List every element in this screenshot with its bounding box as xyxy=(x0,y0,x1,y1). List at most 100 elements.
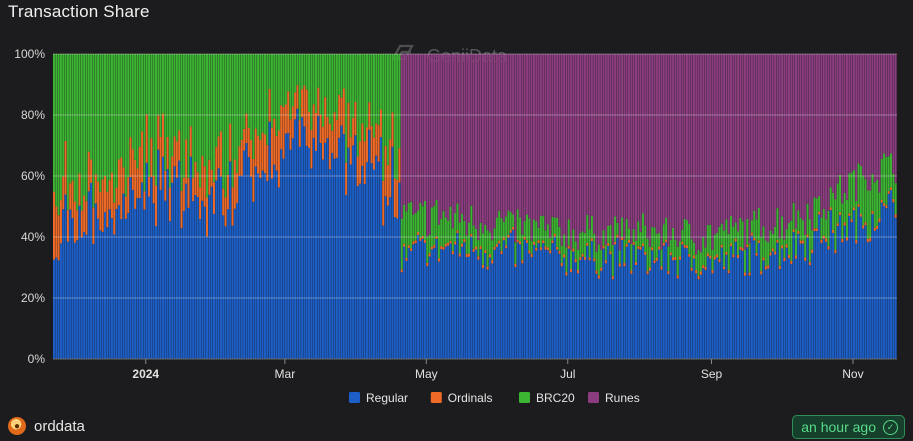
bar-ordinals-317 xyxy=(788,255,790,259)
bar-regular-363 xyxy=(894,217,897,359)
bar-regular-77 xyxy=(231,225,234,359)
bar-regular-321 xyxy=(797,233,800,359)
bar-ordinals-363 xyxy=(894,214,897,218)
bar-ordinals-248 xyxy=(628,239,630,243)
legend-item-brc20[interactable]: BRC20 xyxy=(519,391,575,405)
bar-runes-321 xyxy=(797,54,800,211)
bar-regular-299 xyxy=(746,247,749,359)
bar-regular-286 xyxy=(716,257,719,359)
bar-brc20-286 xyxy=(716,232,719,255)
bar-brc20-236 xyxy=(600,249,603,268)
bar-brc20-141 xyxy=(379,54,382,110)
last-updated-badge[interactable]: an hour ago ✓ xyxy=(792,415,905,439)
bar-ordinals-88 xyxy=(257,135,260,174)
bar-regular-107 xyxy=(301,117,304,359)
bar-brc20-52 xyxy=(173,54,176,137)
bar-runes-306 xyxy=(762,54,765,227)
bar-runes-292 xyxy=(730,54,733,216)
bar-ordinals-84 xyxy=(247,127,250,158)
bar-runes-214 xyxy=(549,54,552,239)
bar-regular-45 xyxy=(157,149,160,359)
bar-ordinals-195 xyxy=(505,245,508,249)
bar-ordinals-60 xyxy=(192,178,195,202)
bar-brc20-276 xyxy=(692,242,695,256)
bar-ordinals-231 xyxy=(588,257,591,261)
bar-brc20-197 xyxy=(509,212,512,230)
bar-ordinals-7 xyxy=(69,183,72,210)
bar-ordinals-67 xyxy=(208,159,211,195)
bar-ordinals-260 xyxy=(655,257,658,261)
bar-ordinals-150 xyxy=(400,269,403,273)
bar-brc20-27 xyxy=(115,54,118,188)
x-tick-label: May xyxy=(415,367,438,381)
bar-ordinals-121 xyxy=(333,112,336,159)
bar-ordinals-273 xyxy=(686,245,688,249)
bar-regular-26 xyxy=(113,234,116,359)
bar-runes-204 xyxy=(526,54,528,215)
bar-regular-208 xyxy=(535,250,538,359)
bar-brc20-268 xyxy=(674,239,677,257)
bar-ordinals-325 xyxy=(806,234,809,238)
bar-brc20-259 xyxy=(653,227,656,261)
bar-regular-268 xyxy=(674,260,677,359)
bar-brc20-22 xyxy=(104,54,106,177)
bar-brc20-128 xyxy=(349,54,352,138)
bar-regular-79 xyxy=(236,203,239,359)
bar-regular-222 xyxy=(567,248,570,359)
legend-label-runes: Runes xyxy=(605,391,640,405)
bar-brc20-55 xyxy=(180,54,183,191)
bar-ordinals-56 xyxy=(182,177,185,211)
bar-ordinals-138 xyxy=(372,137,375,170)
legend-label-ordinals: Ordinals xyxy=(448,391,493,405)
bar-brc20-182 xyxy=(475,228,477,247)
bar-regular-252 xyxy=(637,248,640,359)
bar-ordinals-79 xyxy=(236,173,239,204)
bar-brc20-175 xyxy=(458,222,461,254)
bar-runes-258 xyxy=(651,54,654,228)
bar-regular-328 xyxy=(813,231,816,359)
legend-item-runes[interactable]: Runes xyxy=(588,391,640,405)
bar-brc20-148 xyxy=(396,54,399,180)
bar-runes-340 xyxy=(841,54,844,204)
bar-brc20-258 xyxy=(651,227,654,248)
bar-brc20-333 xyxy=(825,219,828,239)
bar-brc20-203 xyxy=(523,221,526,237)
chart-title: Transaction Share xyxy=(8,2,150,21)
bar-regular-71 xyxy=(217,168,220,359)
bar-brc20-323 xyxy=(801,220,804,241)
bar-regular-135 xyxy=(366,162,368,359)
bar-regular-319 xyxy=(792,232,795,359)
bar-regular-24 xyxy=(108,209,111,359)
bar-brc20-161 xyxy=(426,236,429,263)
bar-runes-338 xyxy=(836,54,839,184)
bar-runes-224 xyxy=(572,54,575,230)
bar-brc20-224 xyxy=(572,229,575,249)
bar-brc20-9 xyxy=(73,54,76,202)
bar-ordinals-135 xyxy=(366,127,368,163)
bar-brc20-265 xyxy=(667,246,670,271)
bar-regular-147 xyxy=(393,217,396,359)
bar-brc20-201 xyxy=(519,217,522,242)
bar-brc20-130 xyxy=(354,54,357,103)
bar-regular-277 xyxy=(695,273,698,359)
bar-runes-153 xyxy=(407,54,410,204)
bar-regular-259 xyxy=(653,263,656,359)
bar-runes-188 xyxy=(488,54,491,233)
legend-item-ordinals[interactable]: Ordinals xyxy=(430,391,493,405)
bar-regular-36 xyxy=(136,198,139,359)
bar-brc20-34 xyxy=(131,54,134,150)
bar-brc20-75 xyxy=(226,54,229,175)
bar-runes-254 xyxy=(641,54,644,214)
bar-regular-4 xyxy=(62,209,65,359)
bar-runes-356 xyxy=(878,54,881,193)
bar-runes-246 xyxy=(623,54,626,240)
bar-ordinals-206 xyxy=(530,253,533,258)
bar-runes-191 xyxy=(495,54,498,218)
bar-runes-166 xyxy=(437,54,440,225)
bar-regular-204 xyxy=(526,242,528,359)
bar-runes-161 xyxy=(426,54,429,237)
bar-regular-193 xyxy=(500,254,503,359)
bar-regular-181 xyxy=(472,251,475,359)
bar-ordinals-152 xyxy=(405,257,408,261)
legend-item-regular[interactable]: Regular xyxy=(349,391,408,405)
